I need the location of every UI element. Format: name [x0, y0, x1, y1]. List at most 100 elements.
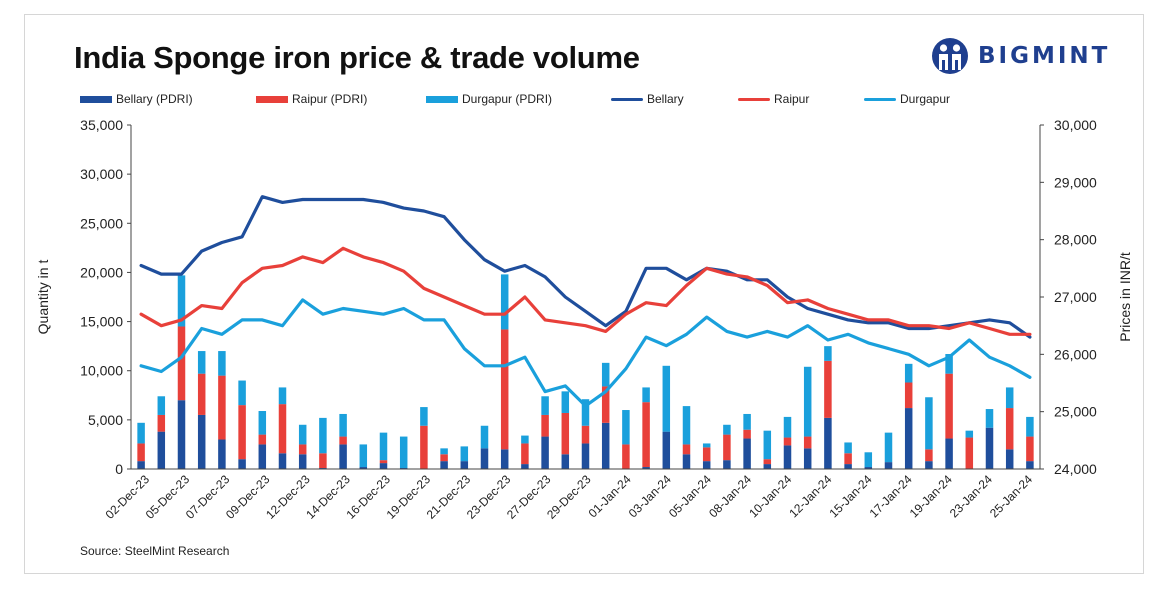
bar-durgapur-pdri-21	[561, 391, 570, 413]
lines-group	[139, 195, 1032, 408]
bar-raipur-pdri-19	[521, 443, 529, 465]
bar-durgapur-pdri-18	[500, 274, 509, 330]
bar-bellary-pdri-19	[521, 464, 529, 469]
bar-bellary-pdri-20	[541, 436, 549, 469]
legend-label: Raipur	[774, 92, 810, 106]
bar-bellary-pdri-2	[177, 400, 186, 469]
bar-bellary-pdri-25	[642, 467, 650, 469]
bar-raipur-pdri-0	[137, 443, 145, 462]
bar-raipur-pdri-10	[339, 436, 347, 445]
bar-raipur-pdri-33	[803, 436, 812, 449]
bar-durgapur-pdri-22	[581, 399, 590, 426]
legend-label: Bellary	[647, 92, 684, 106]
bar-bellary-pdri-29	[723, 460, 731, 469]
bar-durgapur-pdri-28	[702, 443, 711, 448]
bar-durgapur-pdri-20	[541, 396, 549, 415]
legend-swatch	[426, 95, 458, 103]
bar-durgapur-pdri-43	[1005, 387, 1014, 409]
legend-item-durgapur-pdri: Durgapur (PDRI)	[426, 92, 552, 106]
bar-raipur-pdri-35	[844, 453, 852, 465]
bar-raipur-pdri-43	[1005, 408, 1014, 450]
bar-bellary-pdri-31	[763, 464, 772, 469]
bar-raipur-pdri-15	[440, 454, 448, 462]
bar-bellary-pdri-39	[925, 461, 933, 469]
y-right-tick-label: 28,000	[1054, 232, 1097, 248]
y-left-tick-label: 30,000	[80, 166, 123, 182]
bar-durgapur-pdri-32	[783, 416, 792, 438]
bar-bellary-pdri-36	[864, 467, 873, 469]
bigmint-logo-icon	[932, 38, 968, 74]
bar-durgapur-pdri-34	[824, 346, 832, 361]
bar-durgapur-pdri-33	[803, 366, 812, 437]
bar-bellary-pdri-37	[884, 462, 893, 469]
x-tick-label: 25-Jan-24	[987, 472, 1035, 520]
legend-label: Durgapur (PDRI)	[462, 92, 553, 106]
bar-durgapur-pdri-9	[319, 417, 327, 454]
bar-bellary-pdri-40	[945, 438, 953, 469]
bar-raipur-pdri-23	[601, 386, 610, 423]
bar-bellary-pdri-23	[601, 422, 610, 469]
bar-raipur-pdri-5	[238, 405, 246, 460]
bar-raipur-pdri-6	[258, 434, 267, 445]
bar-durgapur-pdri-44	[1026, 416, 1034, 437]
bar-bellary-pdri-18	[500, 449, 509, 469]
x-tick-label: 05-Jan-24	[666, 472, 714, 520]
bar-bellary-pdri-44	[1026, 461, 1034, 469]
bar-raipur-pdri-12	[379, 460, 388, 464]
bar-durgapur-pdri-31	[763, 430, 772, 460]
bar-bellary-pdri-26	[662, 431, 671, 469]
bar-raipur-pdri-14	[420, 425, 428, 469]
y-left-tick-label: 0	[115, 461, 123, 477]
legend-item-bellary-pdri: Bellary (PDRI)	[80, 92, 193, 106]
bar-durgapur-pdri-36	[864, 452, 873, 468]
bar-durgapur-pdri-30	[743, 413, 751, 430]
bar-bellary-pdri-21	[561, 454, 570, 469]
bar-raipur-pdri-38	[904, 382, 913, 409]
bar-durgapur-pdri-25	[642, 387, 650, 403]
bar-bellary-pdri-15	[440, 461, 448, 469]
bar-bellary-pdri-34	[824, 417, 832, 469]
y-right-tick-label: 25,000	[1054, 404, 1097, 420]
y-right-axis-label: Prices in INR/t	[1117, 252, 1133, 342]
bar-raipur-pdri-9	[319, 453, 327, 469]
y-left-tick-label: 25,000	[80, 215, 123, 231]
legend-item-bellary: Bellary	[611, 92, 684, 106]
bar-raipur-pdri-7	[278, 404, 287, 454]
bar-durgapur-pdri-39	[925, 397, 933, 450]
bar-durgapur-pdri-38	[904, 363, 913, 383]
bar-bellary-pdri-17	[480, 448, 489, 469]
y-left-tick-label: 35,000	[80, 117, 123, 133]
y-left-tick-label: 15,000	[80, 314, 123, 330]
bar-bellary-pdri-30	[743, 438, 751, 469]
y-right-tick-label: 26,000	[1054, 346, 1097, 362]
y-left-tick-label: 5,000	[88, 412, 123, 428]
x-tick-label: 23-Jan-24	[947, 472, 995, 520]
bar-raipur-pdri-40	[945, 373, 953, 439]
bar-durgapur-pdri-16	[460, 446, 469, 462]
y-left-tick-label: 20,000	[80, 264, 123, 280]
bar-durgapur-pdri-6	[258, 411, 267, 435]
bar-bellary-pdri-4	[218, 439, 226, 469]
bar-bellary-pdri-16	[460, 461, 469, 469]
x-tick-label: 12-Jan-24	[786, 472, 834, 520]
legend-swatch	[256, 95, 288, 103]
brand-logo: BIGMINT	[930, 36, 1110, 76]
bar-durgapur-pdri-4	[218, 351, 226, 376]
line-bellary	[139, 195, 1032, 339]
line-durgapur	[139, 298, 1032, 408]
bar-raipur-pdri-20	[541, 414, 549, 437]
bar-raipur-pdri-27	[682, 444, 691, 455]
bar-bellary-pdri-22	[581, 443, 590, 469]
bar-durgapur-pdri-11	[359, 444, 368, 468]
legend-swatch	[864, 97, 896, 101]
bar-durgapur-pdri-27	[682, 406, 691, 445]
bar-raipur-pdri-29	[723, 434, 731, 461]
bar-raipur-pdri-28	[702, 447, 711, 462]
bar-durgapur-pdri-15	[440, 448, 448, 455]
bar-durgapur-pdri-29	[723, 424, 731, 435]
bar-raipur-pdri-21	[561, 412, 570, 455]
bar-raipur-pdri-3	[197, 373, 206, 415]
legend-swatch	[738, 97, 770, 101]
legend-item-durgapur: Durgapur	[864, 92, 950, 106]
